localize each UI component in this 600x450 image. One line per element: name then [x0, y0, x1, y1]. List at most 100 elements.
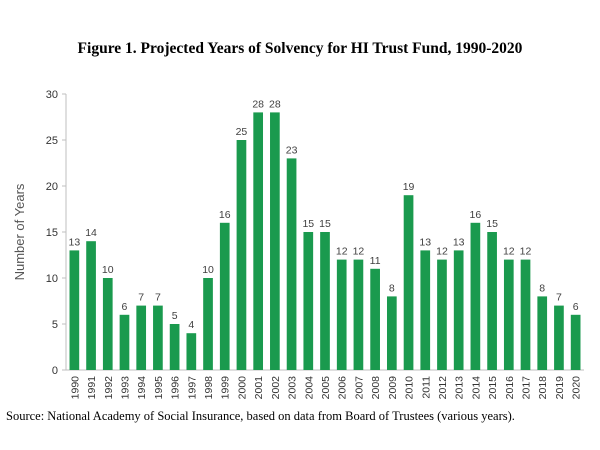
- x-tick-label-1996: 1996: [170, 376, 182, 400]
- x-tick-label-2008: 2008: [370, 376, 382, 400]
- x-tick-label-2009: 2009: [387, 376, 399, 400]
- x-tick-label-2012: 2012: [437, 376, 449, 400]
- bar-2016: [503, 259, 514, 370]
- data-label-2001: 28: [252, 98, 264, 110]
- data-label-1990: 13: [69, 236, 81, 248]
- data-label-1991: 14: [85, 227, 97, 239]
- x-tick-label-1993: 1993: [119, 376, 131, 400]
- x-tick-label-2019: 2019: [554, 376, 566, 400]
- data-label-1995: 7: [155, 292, 161, 304]
- bar-2011: [420, 250, 431, 370]
- bar-1997: [186, 333, 197, 370]
- bar-1991: [86, 241, 96, 370]
- x-tick-label-1992: 1992: [103, 376, 115, 400]
- x-tick-label-2006: 2006: [337, 376, 349, 400]
- x-tick-label-2002: 2002: [270, 376, 282, 400]
- bar-1996: [169, 324, 180, 370]
- data-label-1996: 5: [172, 310, 178, 322]
- data-label-2010: 19: [403, 181, 415, 193]
- x-tick-label-1994: 1994: [136, 376, 148, 400]
- bar-2014: [470, 222, 481, 370]
- bar-1992: [102, 278, 113, 370]
- x-tick-label-1990: 1990: [69, 376, 81, 400]
- data-label-1997: 4: [188, 319, 194, 331]
- x-tick-label-1999: 1999: [220, 376, 232, 400]
- data-label-2012: 12: [436, 246, 448, 258]
- bar-2018: [537, 296, 548, 370]
- bar-2013: [453, 250, 464, 370]
- data-label-2000: 25: [236, 126, 248, 138]
- x-tick-label-2000: 2000: [236, 376, 248, 400]
- bar-2000: [236, 140, 247, 370]
- data-label-2018: 8: [539, 282, 545, 294]
- bar-1995: [153, 305, 163, 370]
- bar-2002: [270, 112, 280, 371]
- y-tick-label: 0: [52, 365, 58, 377]
- bar-1994: [136, 305, 147, 370]
- data-label-1992: 10: [102, 264, 114, 276]
- data-label-2011: 13: [419, 236, 431, 248]
- source-note: Source: National Academy of Social Insur…: [6, 409, 515, 423]
- data-label-2007: 12: [353, 246, 365, 258]
- bar-2010: [403, 195, 414, 370]
- bar-2017: [520, 259, 531, 370]
- bar-2003: [286, 158, 297, 370]
- bar-2001: [253, 112, 264, 371]
- bar-2012: [437, 259, 447, 370]
- bar-1998: [203, 278, 213, 370]
- bar-2020: [570, 314, 581, 370]
- x-tick-label-2020: 2020: [571, 376, 583, 400]
- x-tick-label-2007: 2007: [353, 376, 365, 400]
- data-label-2013: 13: [453, 236, 465, 248]
- y-tick-label: 10: [46, 273, 58, 285]
- x-tick-label-2010: 2010: [404, 376, 416, 400]
- x-tick-label-2001: 2001: [253, 376, 265, 400]
- bar-2015: [487, 232, 497, 370]
- x-tick-label-2005: 2005: [320, 376, 332, 400]
- bar-2009: [386, 296, 397, 370]
- x-tick-label-1991: 1991: [86, 376, 98, 400]
- bar-2007: [353, 259, 364, 370]
- x-tick-label-1997: 1997: [186, 376, 198, 400]
- x-tick-label-2004: 2004: [303, 376, 315, 400]
- y-tick-label: 30: [46, 89, 58, 101]
- data-label-2002: 28: [269, 98, 281, 110]
- bar-2006: [336, 259, 347, 370]
- data-label-2014: 16: [470, 209, 482, 221]
- data-label-2009: 8: [389, 282, 395, 294]
- data-label-2008: 11: [370, 255, 381, 267]
- data-label-2020: 6: [573, 301, 579, 313]
- data-label-2016: 12: [503, 246, 515, 258]
- x-tick-label-2017: 2017: [521, 376, 533, 400]
- y-tick-label: 15: [46, 227, 58, 239]
- data-label-2005: 15: [319, 218, 331, 230]
- x-tick-label-1995: 1995: [153, 376, 165, 400]
- y-tick-label: 20: [46, 181, 58, 193]
- data-label-1999: 16: [219, 209, 231, 221]
- y-tick-label: 25: [46, 135, 58, 147]
- bar-2004: [303, 232, 314, 370]
- x-tick-label-2015: 2015: [487, 376, 499, 400]
- x-tick-label-2011: 2011: [420, 376, 432, 399]
- x-tick-label-2018: 2018: [537, 376, 549, 400]
- y-tick-label: 5: [52, 319, 58, 331]
- data-label-2004: 15: [302, 218, 314, 230]
- data-label-2017: 12: [520, 246, 532, 258]
- data-label-2006: 12: [336, 246, 348, 258]
- x-tick-label-2014: 2014: [470, 376, 482, 400]
- bar-1999: [219, 222, 230, 370]
- data-label-1993: 6: [122, 301, 128, 313]
- data-label-1994: 7: [138, 292, 144, 304]
- chart-title: Figure 1. Projected Years of Solvency fo…: [77, 40, 523, 57]
- bar-2019: [554, 305, 564, 370]
- bar-2005: [320, 232, 330, 370]
- y-axis-label: Number of Years: [12, 183, 27, 280]
- data-label-2019: 7: [556, 292, 562, 304]
- x-tick-label-2003: 2003: [287, 376, 299, 400]
- bar-2008: [370, 268, 380, 370]
- bar-1990: [69, 250, 80, 370]
- x-tick-label-2013: 2013: [454, 376, 466, 400]
- x-tick-label-1998: 1998: [203, 376, 215, 400]
